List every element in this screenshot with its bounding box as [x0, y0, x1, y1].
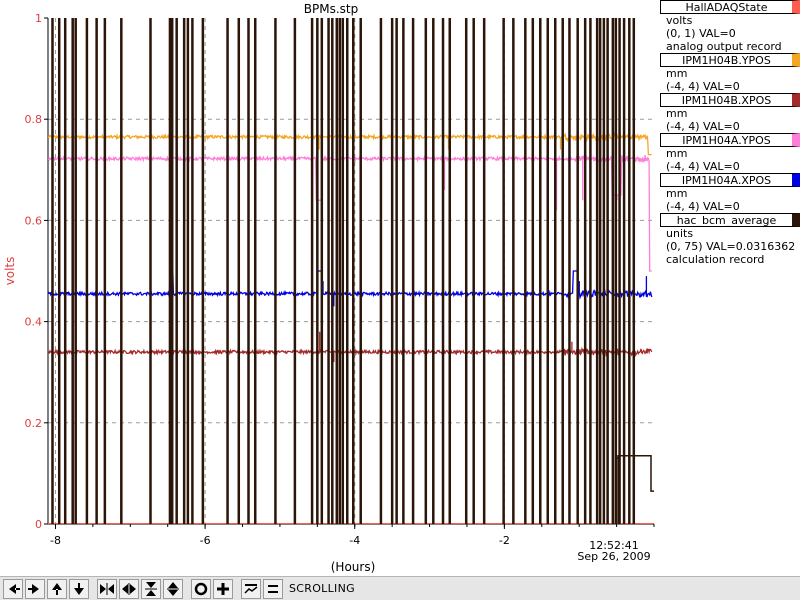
chart-plot-area: BPMs.stp 0 0.2 0.4 0.6 0.8 1 -8 -6 -4 -2 volts (Hour… — [3, 2, 655, 574]
legend-entry[interactable]: IPM1H04A.XPOS mm (-4, 4) VAL=0 — [658, 173, 800, 213]
legend-detail-line: (-4, 4) VAL=0 — [666, 120, 740, 133]
plot-background — [48, 18, 654, 524]
add-button[interactable] — [213, 578, 233, 599]
x-tick-label: -4 — [349, 534, 360, 547]
pan-right-button[interactable] — [25, 578, 45, 599]
zoom-out-value-icon — [167, 581, 179, 596]
arrow-down-icon — [74, 582, 84, 595]
zoom-in-time-button[interactable] — [97, 578, 117, 599]
zoom-out-time-icon — [122, 582, 136, 595]
plot-series-group — [48, 18, 654, 524]
y-tick-label: 0.4 — [25, 316, 43, 329]
toolbar: SCROLLING — [0, 576, 800, 600]
legend-detail-line: (0, 75) VAL=0.0316362 — [666, 240, 796, 253]
arrow-right-icon — [28, 583, 39, 594]
legend-series-name[interactable]: hac_bcm_average — [660, 213, 800, 227]
date-label: Sep 26, 2009 — [577, 550, 650, 563]
x-tick-label: -6 — [200, 534, 211, 547]
legend-detail-line: calculation record — [666, 253, 765, 266]
legend-entry[interactable]: IPM1H04B.XPOS mm (-4, 4) VAL=0 — [658, 93, 800, 133]
plus-icon — [217, 582, 229, 595]
time-label: 12:52:41 — [589, 539, 638, 552]
y-tick-label: 0 — [35, 518, 42, 531]
y-tick-label: 0.6 — [25, 214, 43, 227]
legend-detail-line: (-4, 4) VAL=0 — [666, 160, 740, 173]
legend-series-name[interactable]: IPM1H04B.XPOS — [660, 93, 800, 107]
legend-detail-line: mm — [666, 187, 688, 200]
zoom-in-value-icon — [145, 581, 157, 596]
scroll-status: SCROLLING — [289, 582, 355, 595]
y-tick-label: 1 — [35, 12, 42, 25]
legend-detail-line: units — [666, 227, 694, 240]
strip-chart: BPMs.stp 0 0.2 0.4 0.6 0.8 1 -8 -6 -4 -2 volts (Hour… — [3, 2, 655, 574]
pan-up-button[interactable] — [47, 578, 67, 599]
arrow-up-icon — [52, 582, 62, 595]
autoscale-button[interactable] — [191, 578, 211, 599]
pause-button[interactable] — [263, 578, 283, 599]
legend-detail-line: volts — [666, 14, 693, 27]
pause-icon — [268, 584, 278, 593]
y-axis-label: volts — [3, 257, 17, 286]
legend-detail-line: analog output record — [666, 40, 782, 53]
pan-down-button[interactable] — [69, 578, 89, 599]
legend-detail-line: (-4, 4) VAL=0 — [666, 80, 740, 93]
legend-series-name[interactable]: IPM1H04A.YPOS — [660, 133, 800, 147]
zoom-in-time-icon — [100, 582, 114, 595]
legend-panel: HallADAQState volts (0, 1) VAL=0 analog out… — [658, 0, 800, 576]
legend-detail-line: mm — [666, 107, 688, 120]
y-tick-label: 0.2 — [25, 417, 43, 430]
legend-series-name[interactable]: IPM1H04B.YPOS — [660, 53, 800, 67]
legend-entry[interactable]: hac_bcm_average units (0, 75) VAL=0.031636… — [658, 213, 800, 266]
circle-icon — [194, 582, 208, 595]
strip-chart-icon — [244, 583, 258, 594]
legend-entry[interactable]: HallADAQState volts (0, 1) VAL=0 analog out… — [658, 0, 800, 53]
legend-entry[interactable]: IPM1H04A.YPOS mm (-4, 4) VAL=0 — [658, 133, 800, 173]
legend-entry[interactable]: IPM1H04B.YPOS mm (-4, 4) VAL=0 — [658, 53, 800, 93]
y-tick-label: 0.8 — [25, 113, 43, 126]
chart-title: BPMs.stp — [304, 2, 358, 16]
zoom-in-value-button[interactable] — [141, 578, 161, 599]
legend-detail-line: mm — [666, 67, 688, 80]
zoom-out-time-button[interactable] — [119, 578, 139, 599]
legend-series-name[interactable]: IPM1H04A.XPOS — [660, 173, 800, 187]
legend-detail-line: (-4, 4) VAL=0 — [666, 200, 740, 213]
pan-left-button[interactable] — [3, 578, 23, 599]
legend-detail-line: (0, 1) VAL=0 — [666, 27, 736, 40]
legend-detail-line: mm — [666, 147, 688, 160]
strip-button[interactable] — [241, 578, 261, 599]
zoom-out-value-button[interactable] — [163, 578, 183, 599]
legend-series-name[interactable]: HallADAQState — [660, 0, 800, 14]
x-tick-label: -2 — [499, 534, 510, 547]
arrow-left-icon — [9, 583, 20, 594]
x-tick-label: -8 — [50, 534, 61, 547]
x-axis-label: (Hours) — [331, 560, 376, 574]
